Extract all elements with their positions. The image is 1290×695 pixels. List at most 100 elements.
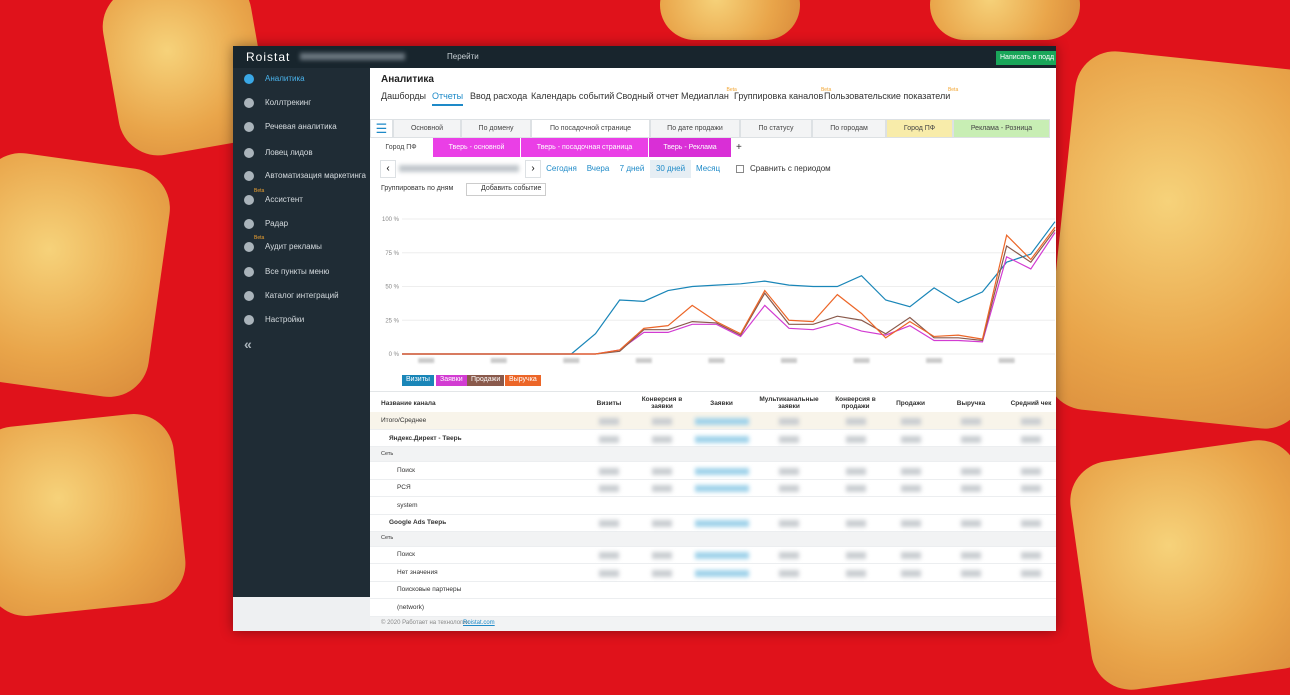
column-header[interactable]: Конверсия в продажи [835,396,876,410]
sidebar-item[interactable]: Все пункты меню [265,267,330,276]
report-tab[interactable]: Основной [393,119,461,138]
support-button[interactable]: Написать в подд [996,51,1056,65]
legend-item[interactable]: Заявки [436,375,467,386]
sidebar-item[interactable]: Каталог интеграций [265,291,339,300]
row-label[interactable]: РСЯ [397,484,411,492]
column-header[interactable]: Выручка [956,399,986,407]
row-label[interactable]: Поиск [397,551,416,559]
next-button[interactable]: › [525,160,541,178]
table-row [370,447,1056,462]
legend-item[interactable]: Продажи [467,375,505,386]
blurred-value [961,418,981,425]
column-header[interactable]: Заявки [710,399,733,407]
table-row [370,497,1056,515]
report-tab[interactable]: По статусу [740,119,812,138]
blurred-value [599,435,619,443]
nav-tab[interactable]: Группировка каналов Beta [734,87,832,101]
sidebar-item[interactable]: Речевая аналитика [265,122,337,131]
group-by[interactable]: Группировать по дням [381,185,454,192]
report-tab[interactable]: Тверь - основной [433,138,520,157]
add-event[interactable]: Добавить событие [466,183,547,196]
period-button[interactable]: 30 дней [650,160,691,178]
sidebar-item[interactable]: Автоматизация маркетинга [265,171,366,180]
report-tab[interactable]: Реклама - Розница [953,119,1050,138]
checkbox[interactable] [736,165,744,173]
column-header[interactable]: Визиты [596,399,622,407]
decoration [930,0,1080,40]
blurred-value [900,520,921,527]
x-tick-label [563,358,580,363]
x-tick-label [708,358,725,363]
search-button[interactable]: Перейти [447,52,479,61]
sidebar-item[interactable]: Настройки [265,315,305,324]
row-label[interactable]: Поиск [397,466,416,474]
legend-item[interactable]: Визиты [402,375,434,386]
row-label[interactable]: system [397,501,418,509]
blurred-value [1021,467,1041,475]
blurred-value [652,520,672,527]
blurred-value [779,418,799,425]
sidebar-item[interactable]: Ассистент [265,195,303,204]
row-label[interactable]: Яндекс.Директ - Тверь [389,434,462,442]
sidebar-icon [244,195,254,205]
column-header[interactable]: Средний чек [1010,399,1052,407]
blurred-value [845,435,866,443]
menu-button[interactable]: ☰ [370,119,393,138]
period-button[interactable]: Месяц [695,164,721,173]
period-button[interactable]: Сегодня [546,164,577,173]
report-tab[interactable]: По дате продажи [650,119,740,138]
nav-tab[interactable]: Дашборды [381,91,426,101]
column-header[interactable]: Продажи [896,399,925,407]
row-label[interactable]: Нет значения [397,568,438,576]
collapse-icon[interactable]: « [244,336,252,352]
blurred-value [694,569,749,577]
sidebar-item[interactable]: Аналитика [265,74,305,83]
nav-tab[interactable]: Ввод расхода [470,91,528,101]
blurred-value [599,552,619,560]
sidebar-item[interactable]: Радар [265,219,289,228]
nav-tab[interactable]: Медиаплан Beta [681,87,737,101]
row-label: Итого/Среднее [381,417,427,424]
column-header[interactable]: Мультиканальные заявки [759,396,819,410]
row-label[interactable]: (network) [397,603,425,611]
y-tick-label: 0 % [389,352,400,358]
row-label[interactable]: Google Ads Тверь [389,519,447,526]
blurred-value [1021,435,1041,443]
legend-item[interactable]: Выручка [505,375,541,386]
report-tab[interactable]: По домену [461,119,531,138]
nav-tab[interactable]: Сводный отчет [616,91,679,101]
sidebar-item[interactable]: Аудит рекламы [265,242,322,251]
period-button[interactable]: Вчера [586,164,610,173]
report-tab[interactable]: Тверь - Реклама [649,138,731,157]
report-tab[interactable]: Город ПФ [370,138,432,157]
beta-badge: Beta [254,188,265,194]
blurred-value [845,467,866,475]
blurred-value [845,418,866,425]
report-tab[interactable]: Тверь - посадочная страница [521,138,648,157]
table-row [370,581,1056,599]
sidebar-item[interactable]: Коллтрекинг [265,98,312,107]
decoration [1041,47,1290,433]
footer-link[interactable]: Roistat.com [463,620,495,626]
prev-button[interactable]: ‹ [380,160,396,178]
add-tab[interactable]: + [736,142,742,153]
sidebar-icon [244,122,254,132]
row-label[interactable]: Поисковые партнеры [397,586,462,594]
blurred-value [779,569,799,577]
sidebar-item[interactable]: Ловец лидов [265,148,313,157]
column-header[interactable]: Конверсия в заявки [641,396,683,410]
nav-tab[interactable]: Пользовательские показатели Beta [824,87,959,101]
nav-tab[interactable]: Отчеты [432,91,464,106]
x-tick-label [490,358,507,363]
report-tab[interactable]: По городам [812,119,886,138]
report-tab[interactable]: По посадочной странице [531,119,650,138]
x-tick-label [998,358,1015,363]
blurred-value [779,552,799,560]
sidebar-icon [244,98,254,108]
nav-tab[interactable]: Календарь событий [531,91,615,101]
report-tab[interactable]: Город ПФ [886,119,953,138]
y-tick-label: 100 % [382,217,400,223]
period-button[interactable]: 7 дней [619,164,645,173]
beta-badge: Beta [254,235,265,241]
sidebar-icon [244,74,254,84]
